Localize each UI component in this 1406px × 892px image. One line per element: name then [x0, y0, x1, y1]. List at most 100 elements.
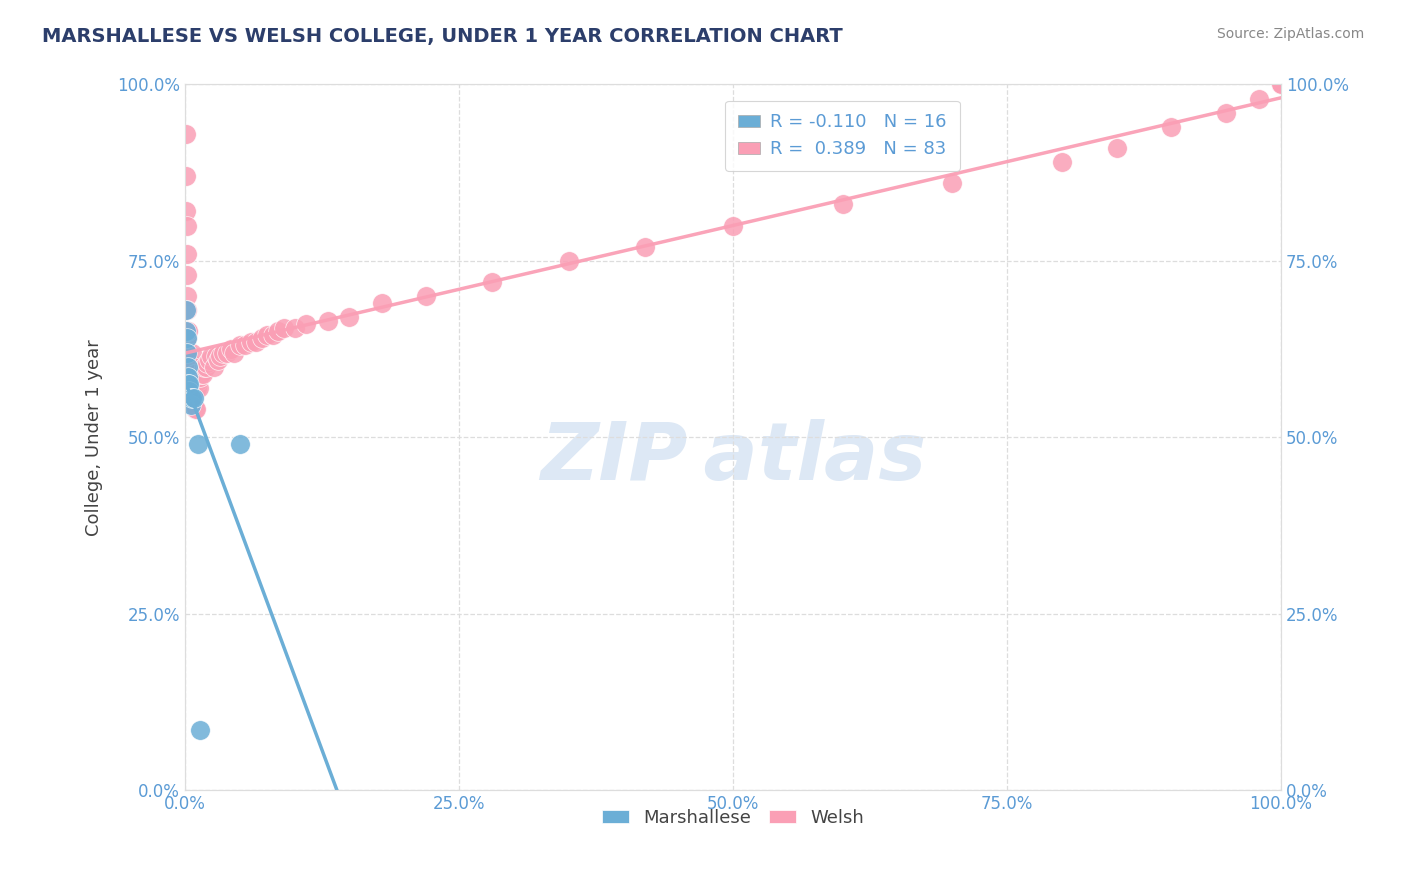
Point: [180, 388, 202, 402]
Point: [177, 359, 200, 374]
Point: [183, 367, 205, 381]
Point: [177, 377, 200, 392]
Point: [177, 381, 200, 395]
Point: [229, 338, 252, 352]
Point: [273, 321, 295, 335]
Point: [190, 370, 212, 384]
Point: [198, 352, 221, 367]
Point: [187, 437, 209, 451]
Point: [174, 169, 197, 183]
Text: Source: ZipAtlas.com: Source: ZipAtlas.com: [1216, 27, 1364, 41]
Point: [180, 392, 202, 406]
Point: [245, 334, 267, 349]
Point: [250, 331, 273, 345]
Point: [179, 395, 201, 409]
Point: [1160, 120, 1182, 134]
Point: [177, 345, 200, 359]
Point: [187, 374, 209, 388]
Text: ZIP atlas: ZIP atlas: [540, 419, 927, 498]
Text: MARSHALLESE VS WELSH COLLEGE, UNDER 1 YEAR CORRELATION CHART: MARSHALLESE VS WELSH COLLEGE, UNDER 1 YE…: [42, 27, 844, 45]
Point: [233, 338, 256, 352]
Point: [177, 324, 200, 338]
Point: [179, 381, 201, 395]
Point: [184, 401, 207, 416]
Point: [1270, 78, 1292, 92]
Point: [177, 359, 200, 374]
Point: [188, 381, 211, 395]
Y-axis label: College, Under 1 year: College, Under 1 year: [86, 339, 103, 535]
Point: [174, 127, 197, 141]
Point: [215, 345, 238, 359]
Point: [184, 374, 207, 388]
Point: [207, 352, 229, 367]
Point: [180, 392, 202, 406]
Point: [177, 367, 200, 381]
Point: [941, 176, 963, 190]
Point: [284, 321, 307, 335]
Point: [177, 370, 200, 384]
Point: [176, 331, 198, 345]
Point: [1270, 78, 1292, 92]
Point: [209, 349, 232, 363]
Point: [195, 356, 218, 370]
Point: [1105, 141, 1128, 155]
Point: [176, 246, 198, 260]
Point: [179, 374, 201, 388]
Point: [831, 197, 853, 211]
Point: [180, 359, 202, 374]
Point: [176, 331, 198, 345]
Point: [177, 359, 200, 374]
Point: [219, 342, 242, 356]
Point: [184, 381, 207, 395]
Point: [256, 327, 278, 342]
Point: [184, 401, 207, 416]
Point: [1270, 78, 1292, 92]
Point: [180, 359, 202, 374]
Point: [239, 334, 262, 349]
Point: [176, 268, 198, 282]
Point: [177, 345, 200, 359]
Point: [174, 324, 197, 338]
Point: [193, 359, 215, 374]
Point: [267, 324, 290, 338]
Point: [204, 349, 226, 363]
Point: [176, 219, 198, 233]
Point: [1050, 155, 1073, 169]
Point: [179, 359, 201, 374]
Point: [174, 204, 197, 219]
Point: [339, 310, 361, 325]
Legend: Marshallese, Welsh: Marshallese, Welsh: [595, 801, 872, 834]
Point: [176, 345, 198, 359]
Point: [179, 384, 201, 399]
Point: [212, 345, 235, 359]
Point: [316, 314, 339, 328]
Point: [174, 303, 197, 318]
Point: [224, 345, 246, 359]
Point: [190, 723, 212, 737]
Point: [190, 367, 212, 381]
Point: [229, 437, 252, 451]
Point: [371, 296, 394, 310]
Point: [634, 240, 657, 254]
Point: [194, 359, 217, 374]
Point: [557, 253, 579, 268]
Point: [186, 381, 208, 395]
Point: [721, 219, 744, 233]
Point: [1215, 105, 1237, 120]
Point: [415, 289, 437, 303]
Point: [294, 318, 316, 332]
Point: [179, 377, 201, 392]
Point: [202, 359, 225, 374]
Point: [1247, 91, 1270, 105]
Point: [200, 349, 222, 363]
Point: [180, 399, 202, 413]
Point: [180, 381, 202, 395]
Point: [176, 303, 198, 318]
Point: [183, 392, 205, 406]
Point: [176, 289, 198, 303]
Point: [262, 327, 284, 342]
Point: [179, 352, 201, 367]
Point: [181, 388, 204, 402]
Point: [180, 345, 202, 359]
Point: [177, 381, 200, 395]
